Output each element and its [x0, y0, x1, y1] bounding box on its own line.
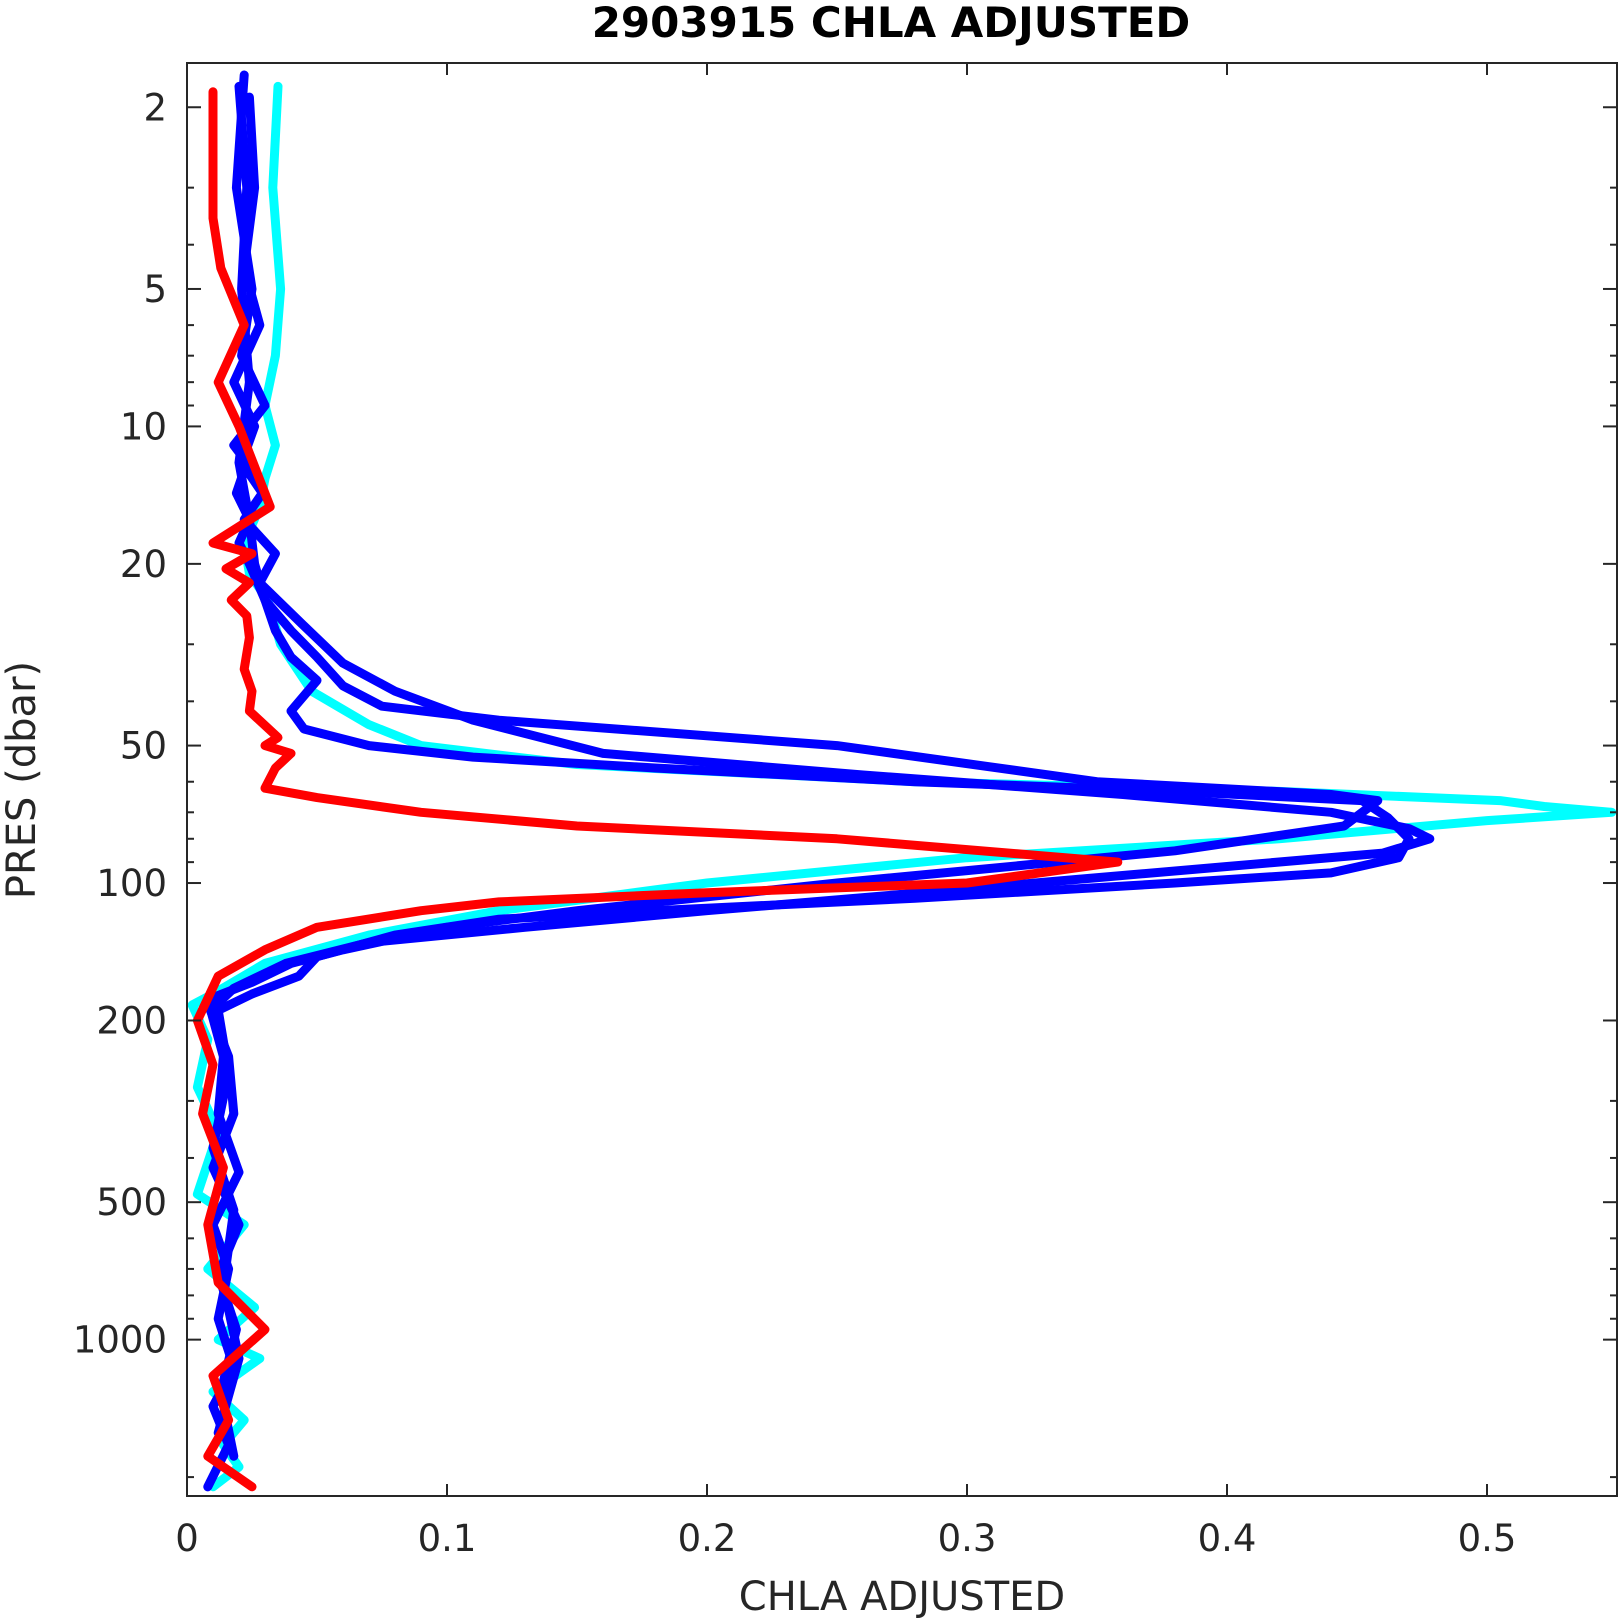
series-line-5 — [192, 87, 1123, 1492]
series-line-1 — [187, 81, 1617, 1492]
series-layer — [187, 70, 1617, 1492]
y-tick-label: 50 — [120, 725, 167, 768]
y-tick-label: 2 — [143, 86, 167, 129]
x-axis-label: CHLA ADJUSTED — [739, 1574, 1065, 1620]
y-tick-label: 1000 — [73, 1319, 167, 1362]
y-tick-label: 10 — [120, 405, 167, 448]
x-tick-label: 0 — [175, 1517, 199, 1560]
series-line-4 — [208, 81, 1414, 1438]
y-tick-label: 100 — [96, 862, 167, 905]
y-tick-label: 500 — [96, 1181, 167, 1224]
y-tick-label: 200 — [96, 999, 167, 1042]
y-tick-label: 20 — [120, 543, 167, 586]
y-tick-label: 5 — [143, 268, 167, 311]
plot-frame — [186, 62, 1618, 1497]
x-tick-label: 0.2 — [678, 1517, 737, 1560]
y-axis-label: PRES (dbar) — [0, 661, 45, 899]
chart-title: 2903915 CHLA ADJUSTED — [592, 0, 1191, 47]
series-line-2 — [203, 70, 1383, 1492]
x-tick-label: 0.5 — [1458, 1517, 1517, 1560]
series-line-3 — [205, 92, 1435, 1461]
x-tick-label: 0.3 — [938, 1517, 997, 1560]
x-tick-label: 0.1 — [418, 1517, 477, 1560]
tick-layer: 0 0.1 0.2 0.3 0.4 0.5 2 5 10 20 50 100 200 500 1000 — [73, 63, 1617, 1560]
x-tick-label: 0.4 — [1198, 1517, 1257, 1560]
